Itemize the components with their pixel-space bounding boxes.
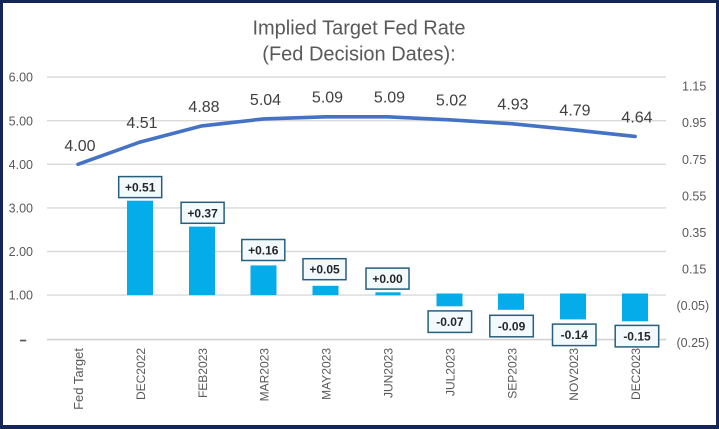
svg-text:4.64: 4.64 bbox=[621, 109, 652, 126]
svg-text:JUL2023: JUL2023 bbox=[443, 348, 457, 396]
svg-text:0.75: 0.75 bbox=[682, 153, 706, 167]
svg-text:DEC2022: DEC2022 bbox=[134, 348, 148, 400]
svg-text:(0.25): (0.25) bbox=[677, 336, 710, 350]
svg-text:-0.09: -0.09 bbox=[498, 319, 526, 333]
svg-text:0.15: 0.15 bbox=[682, 263, 706, 277]
svg-text:3.00: 3.00 bbox=[9, 202, 33, 216]
svg-text:0.55: 0.55 bbox=[682, 189, 706, 203]
svg-text:4.00: 4.00 bbox=[64, 138, 95, 155]
svg-text:4.88: 4.88 bbox=[188, 99, 219, 116]
svg-text:1.00: 1.00 bbox=[9, 289, 33, 303]
svg-text:-0.07: -0.07 bbox=[436, 315, 464, 329]
svg-text:Fed Target: Fed Target bbox=[71, 348, 86, 410]
svg-text:NOV2023: NOV2023 bbox=[567, 348, 581, 401]
svg-text:1.15: 1.15 bbox=[682, 80, 706, 94]
svg-text:-0.14: -0.14 bbox=[561, 328, 589, 342]
svg-text:2.00: 2.00 bbox=[9, 245, 33, 259]
svg-text:+0.51: +0.51 bbox=[125, 181, 156, 195]
svg-text:4.00: 4.00 bbox=[9, 158, 33, 172]
svg-text:MAY2023: MAY2023 bbox=[320, 348, 334, 400]
svg-text:+0.37: +0.37 bbox=[187, 206, 218, 220]
svg-text:+0.00: +0.00 bbox=[372, 272, 403, 286]
svg-text:-0.15: -0.15 bbox=[623, 330, 651, 344]
svg-text:6.00: 6.00 bbox=[9, 71, 33, 85]
svg-text:4.79: 4.79 bbox=[559, 103, 590, 120]
svg-text:+0.05: +0.05 bbox=[309, 263, 340, 277]
svg-text:5.00: 5.00 bbox=[9, 114, 33, 128]
svg-text:Implied Target Fed Rate: Implied Target Fed Rate bbox=[252, 18, 465, 40]
svg-text:MAR2023: MAR2023 bbox=[258, 348, 272, 402]
svg-text:SEP2023: SEP2023 bbox=[505, 348, 519, 399]
svg-text:5.09: 5.09 bbox=[312, 90, 343, 107]
svg-text:FEB2023: FEB2023 bbox=[196, 348, 210, 398]
svg-text:5.04: 5.04 bbox=[250, 92, 281, 109]
svg-text:4.51: 4.51 bbox=[126, 115, 157, 132]
svg-text:JUN2023: JUN2023 bbox=[382, 348, 396, 398]
svg-text:5.02: 5.02 bbox=[436, 93, 467, 110]
svg-text:0.95: 0.95 bbox=[682, 116, 706, 130]
svg-text:5.09: 5.09 bbox=[374, 90, 405, 107]
svg-text:+0.16: +0.16 bbox=[248, 244, 279, 258]
svg-text:(Fed Decision Dates):: (Fed Decision Dates): bbox=[262, 44, 455, 66]
svg-text:4.93: 4.93 bbox=[497, 97, 528, 114]
svg-text:DEC2023: DEC2023 bbox=[629, 348, 643, 400]
svg-text:(0.05): (0.05) bbox=[677, 299, 710, 313]
svg-text:0.35: 0.35 bbox=[682, 226, 706, 240]
